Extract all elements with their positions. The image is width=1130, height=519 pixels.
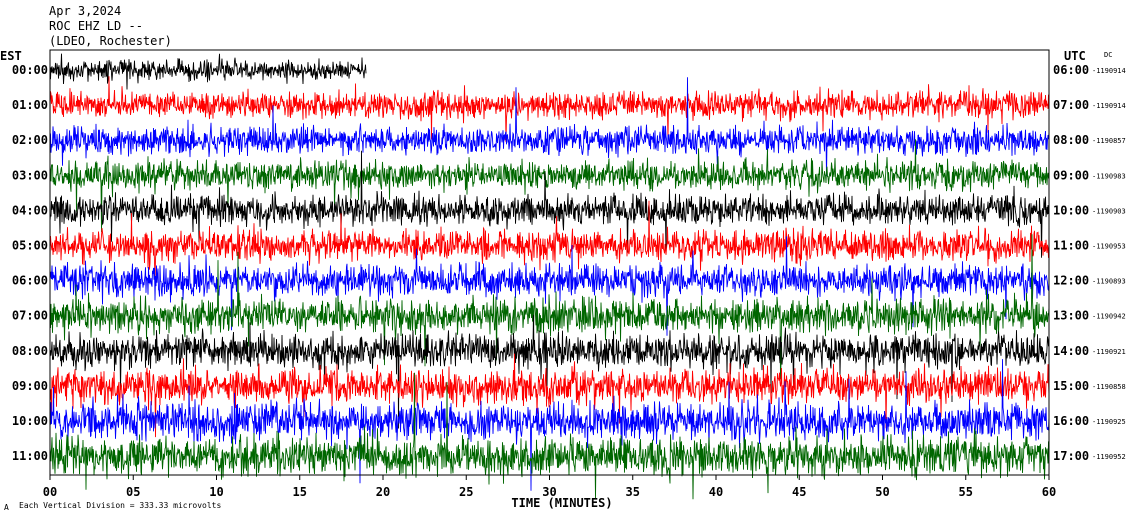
dc-offset-label: -1190953 [1092,243,1126,251]
dc-offset-label: -1190983 [1092,172,1126,180]
est-axis-label: EST [0,49,22,63]
utc-time-label: 07:00 [1053,98,1089,112]
x-tick-label: 20 [376,485,390,499]
trace-layer [49,53,1050,500]
est-time-label: 02:00 [12,133,48,147]
utc-time-label: 16:00 [1053,414,1089,428]
x-tick-label: 60 [1042,485,1056,499]
dc-offset-label: -1190925 [1092,418,1126,426]
x-axis-ticks: 00 05 10 15 20 25 30 35 40 45 50 55 60 [43,475,1056,499]
dc-offset-label: -1190903 [1092,207,1126,215]
x-tick-label: 40 [709,485,723,499]
x-tick-label: 10 [209,485,223,499]
est-time-label: 11:00 [12,449,48,463]
header-date: Apr 3,2024 [49,4,121,18]
trace-row-0300 [49,139,1050,233]
x-tick-label: 25 [459,485,473,499]
header-network: (LDEO, Rochester) [49,34,172,48]
utc-time-label: 06:00 [1053,63,1089,77]
est-time-label: 07:00 [12,309,48,323]
trace-row-0500 [49,200,1050,280]
utc-time-label: 14:00 [1053,344,1089,358]
utc-axis-label: UTC [1064,49,1086,63]
est-time-label: 06:00 [12,274,48,288]
x-tick-label: 45 [792,485,806,499]
trace-row-0100 [49,76,1050,143]
x-tick-label: 30 [542,485,556,499]
trace-row-0200 [49,77,1050,177]
trace-row-1000 [49,359,1050,491]
trace-row-0600 [49,236,1050,336]
est-time-label: 05:00 [12,239,48,253]
utc-time-label: 09:00 [1053,168,1089,182]
utc-time-label: 13:00 [1053,309,1089,323]
trace-row-0000 [49,53,367,90]
x-tick-label: 50 [875,485,889,499]
est-time-label: 08:00 [12,344,48,358]
dc-axis-label: DC [1104,51,1112,59]
trace-row-0400 [49,150,1050,258]
x-tick-label: 35 [626,485,640,499]
x-tick-label: 05 [126,485,140,499]
utc-time-label: 15:00 [1053,379,1089,393]
x-tick-label: 00 [43,485,57,499]
x-axis-title: TIME (MINUTES) [511,496,612,510]
trace-row-0900 [49,353,1050,438]
est-time-label: 10:00 [12,414,48,428]
x-tick-label: 55 [959,485,973,499]
trace-row-0800 [49,314,1050,429]
utc-time-label: 10:00 [1053,203,1089,217]
utc-time-label: 08:00 [1053,133,1089,147]
est-time-label: 03:00 [12,168,48,182]
dc-offset-label: -1190952 [1092,453,1126,461]
est-time-label: 04:00 [12,203,48,217]
dc-offset-label: -1190857 [1092,137,1126,145]
utc-time-label: 12:00 [1053,274,1089,288]
trace-row-1100 [49,372,1050,500]
utc-time-label: 17:00 [1053,449,1089,463]
scale-footer: Each Vertical Division = 333.33 microvol… [19,501,221,510]
est-time-label: 01:00 [12,98,48,112]
footer-mark: A [4,503,9,512]
trace-row-0700 [49,234,1050,380]
x-tick-label: 15 [293,485,307,499]
dc-offset-label: -1190914 [1092,102,1126,110]
dc-offset-label: -1190921 [1092,348,1126,356]
dc-offset-label: -1190858 [1092,383,1126,391]
dc-offset-label: -1190942 [1092,313,1126,321]
est-time-label: 00:00 [12,63,48,77]
utc-time-label: 11:00 [1053,239,1089,253]
dc-offset-label: -1190893 [1092,278,1126,286]
est-time-label: 09:00 [12,379,48,393]
dc-offset-label: -1190914 [1092,67,1126,75]
header-station: ROC EHZ LD -- [49,19,143,33]
